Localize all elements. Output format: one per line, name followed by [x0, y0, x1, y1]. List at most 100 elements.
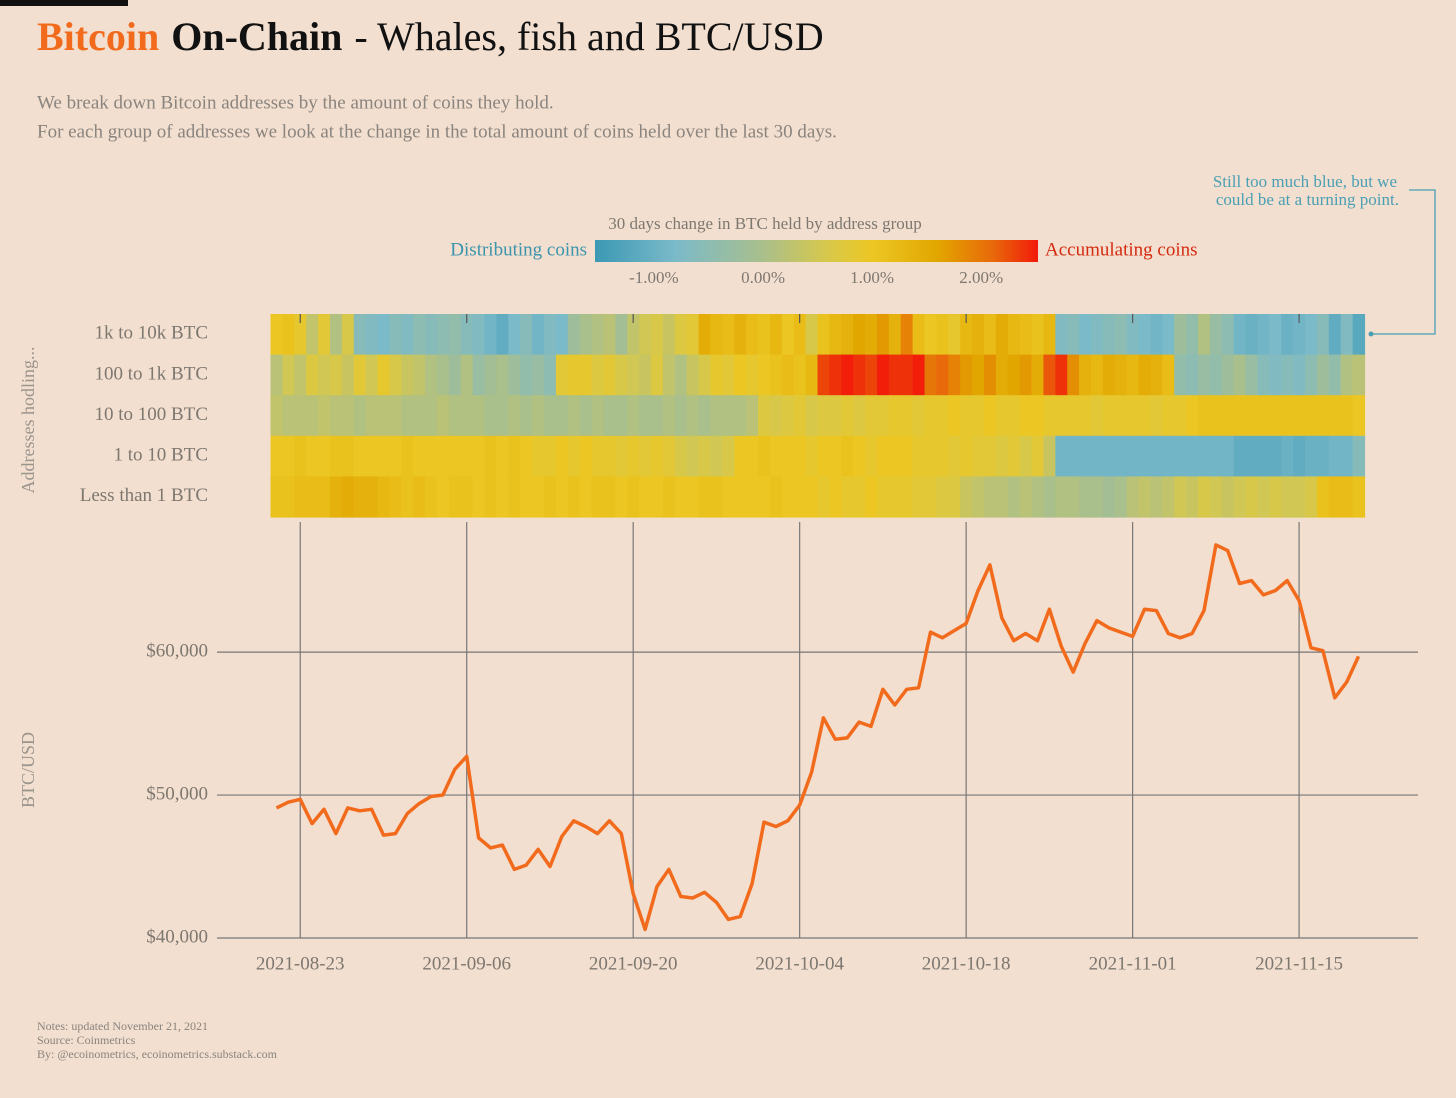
- heatmap-cell: [1079, 395, 1092, 437]
- heatmap-cell: [341, 476, 355, 518]
- heatmap-cell: [710, 435, 723, 477]
- heatmap-cell: [995, 314, 1009, 356]
- heatmap-cell: [1198, 395, 1211, 437]
- heatmap-cell: [639, 435, 652, 477]
- heatmap-cell: [1257, 476, 1270, 518]
- price-y-label: BTC/USD: [18, 732, 38, 808]
- heatmap-cell: [1352, 435, 1366, 477]
- heatmap-cell: [1316, 314, 1330, 356]
- heatmap-cell: [579, 395, 593, 437]
- heatmap-cell: [1293, 314, 1306, 356]
- heatmap-cell: [555, 395, 569, 437]
- heatmap-cell: [1067, 395, 1080, 437]
- heatmap-cell: [579, 314, 593, 356]
- heatmap-cell: [425, 435, 438, 477]
- heatmap-cell: [983, 354, 997, 396]
- heatmap-cell: [615, 395, 628, 437]
- heatmap-cell: [1245, 476, 1259, 518]
- heatmap-cell: [377, 314, 391, 356]
- heatmap-cell: [1186, 476, 1199, 518]
- subtitle: We break down Bitcoin addresses by the a…: [37, 92, 554, 113]
- footnote: By: @ecoinometrics, ecoinometrics.substa…: [37, 1047, 278, 1061]
- heatmap-cell: [627, 395, 640, 437]
- heatmap-cell: [995, 435, 1009, 477]
- heatmap-cell: [318, 314, 331, 356]
- heatmap-cell: [853, 354, 866, 396]
- heatmap-cell: [484, 395, 498, 437]
- heatmap-cell: [912, 354, 926, 396]
- heatmap-cell: [472, 354, 486, 396]
- heatmap-y-label: Addresses hodling...: [18, 347, 38, 494]
- heatmap-cell: [1090, 314, 1104, 356]
- heatmap-cell: [1281, 395, 1294, 437]
- heatmap-cell: [722, 314, 735, 356]
- heatmap-cell: [1031, 395, 1045, 437]
- heatmap-cell: [508, 395, 521, 437]
- heatmap-cell: [1281, 476, 1294, 518]
- heatmap-cell: [900, 314, 914, 356]
- heatmap-cell: [900, 395, 914, 437]
- heatmap-cell: [1305, 395, 1318, 437]
- heatmap-cell: [1126, 354, 1140, 396]
- heatmap-cell: [460, 354, 474, 396]
- heatmap-cell: [1162, 435, 1175, 477]
- heatmap-cell: [1186, 354, 1199, 396]
- heatmap-cell: [603, 314, 616, 356]
- heatmap-cell: [1138, 314, 1152, 356]
- heatmap-cell: [1352, 476, 1366, 518]
- heatmap-cell: [924, 354, 938, 396]
- heatmap-cell: [1055, 354, 1068, 396]
- heatmap-cell: [948, 476, 961, 518]
- heatmap-cell: [948, 314, 961, 356]
- heatmap-cell: [1102, 354, 1116, 396]
- row-label: 1 to 10 BTC: [114, 444, 208, 465]
- heatmap-cell: [781, 395, 795, 437]
- heatmap-cell: [1340, 435, 1354, 477]
- heatmap-cell: [948, 395, 961, 437]
- heatmap-cell: [758, 314, 771, 356]
- heatmap-cell: [329, 354, 343, 396]
- heatmap-cell: [472, 395, 486, 437]
- heatmap-cell: [1305, 476, 1318, 518]
- heatmap-cell: [995, 476, 1009, 518]
- heatmap-cell: [365, 354, 379, 396]
- heatmap-cell: [1138, 435, 1152, 477]
- heatmap-cell: [496, 314, 509, 356]
- heatmap-cell: [1316, 476, 1330, 518]
- heatmap-cell: [496, 395, 509, 437]
- heatmap-cell: [1007, 314, 1021, 356]
- heatmap-cell: [544, 354, 557, 396]
- heatmap-cell: [1162, 476, 1175, 518]
- heatmap-cell: [1019, 476, 1033, 518]
- heatmap-cell: [722, 395, 735, 437]
- heatmap-cell: [365, 435, 379, 477]
- heatmap-cell: [698, 314, 712, 356]
- heatmap-cell: [544, 435, 557, 477]
- heatmap-cell: [329, 314, 343, 356]
- heatmap-cell: [698, 395, 712, 437]
- heatmap-cell: [888, 476, 902, 518]
- heatmap-cell: [413, 476, 426, 518]
- heatmap-cell: [1067, 435, 1080, 477]
- heatmap-cell: [1162, 314, 1175, 356]
- row-label: 1k to 10k BTC: [95, 323, 208, 344]
- heatmap-cell: [1340, 354, 1354, 396]
- heatmap-cell: [567, 354, 581, 396]
- heatmap-cell: [436, 314, 450, 356]
- heatmap-cell: [651, 395, 664, 437]
- heatmap-cell: [817, 314, 830, 356]
- colorbar-tick-label: -1.00%: [629, 268, 679, 287]
- heatmap-cell: [698, 354, 712, 396]
- heatmap-cell: [1114, 354, 1128, 396]
- heatmap-cell: [508, 314, 521, 356]
- heatmap-cell: [294, 354, 307, 396]
- heatmap-cell: [389, 314, 402, 356]
- heatmap-cell: [401, 435, 414, 477]
- heatmap-cell: [1340, 476, 1354, 518]
- heatmap-cell: [841, 395, 854, 437]
- heatmap-cell: [651, 435, 664, 477]
- heatmap-cell: [1316, 435, 1330, 477]
- heatmap-cell: [900, 476, 914, 518]
- heatmap-cell: [401, 314, 414, 356]
